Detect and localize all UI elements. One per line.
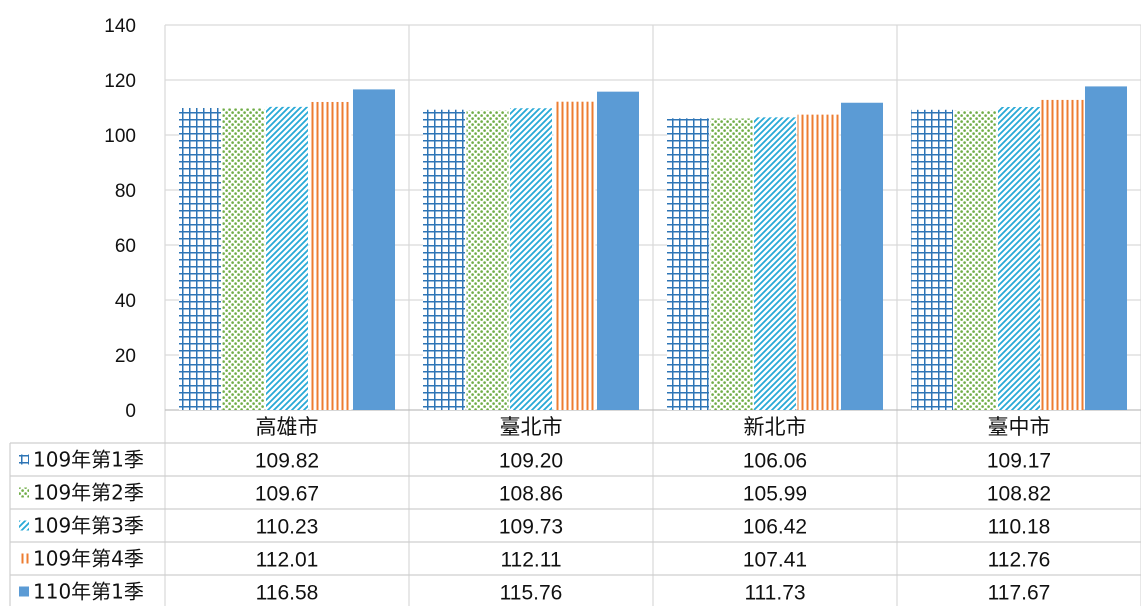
bar — [597, 91, 639, 410]
data-label: 109.17 — [987, 450, 1051, 473]
bar — [754, 117, 796, 410]
data-label: 108.82 — [987, 483, 1051, 506]
y-tick-label: 20 — [115, 346, 136, 367]
y-tick-label: 120 — [104, 71, 136, 92]
bar — [266, 106, 308, 411]
data-label: 105.99 — [743, 483, 807, 506]
bar — [954, 110, 997, 411]
data-label: 109.20 — [499, 450, 563, 473]
y-tick-label: 60 — [115, 236, 136, 257]
bar — [667, 118, 709, 411]
legend-key — [19, 487, 29, 498]
legend-label: 109年第4季 — [33, 547, 144, 571]
data-label: 116.58 — [256, 582, 319, 605]
y-tick-label: 140 — [104, 16, 136, 37]
data-table: 高雄市 臺北市 新北市 臺中市 109年第1季 109.82 109.20 106.06 109… — [9, 415, 1141, 606]
bar — [911, 109, 953, 410]
data-label: 108.86 — [499, 483, 563, 506]
bar — [1085, 86, 1127, 410]
y-tick-label: 40 — [115, 291, 136, 312]
data-label: 110.18 — [988, 516, 1051, 539]
data-label: 109.67 — [255, 483, 319, 506]
data-label: 109.73 — [499, 516, 563, 539]
bar — [423, 109, 465, 410]
data-label: 111.73 — [744, 582, 805, 605]
data-label: 109.82 — [255, 450, 319, 473]
bars — [179, 86, 1127, 411]
category-label: 臺北市 — [500, 415, 563, 439]
y-tick-label: 80 — [115, 181, 136, 202]
legend-label: 109年第3季 — [33, 514, 144, 538]
data-label: 107.41 — [743, 549, 807, 572]
data-label: 106.06 — [743, 450, 807, 473]
bar — [353, 89, 395, 410]
category-label: 新北市 — [744, 415, 807, 439]
bar — [797, 114, 840, 410]
bar — [1041, 99, 1084, 410]
legend-label: 109年第1季 — [33, 448, 144, 472]
bar — [841, 102, 883, 411]
bar — [510, 108, 552, 411]
bar — [553, 101, 596, 410]
bar — [466, 110, 509, 410]
bar — [179, 107, 221, 411]
category-label: 高雄市 — [256, 415, 319, 439]
legend-key — [19, 520, 29, 531]
data-label: 115.76 — [500, 582, 563, 605]
bar — [309, 101, 352, 410]
category-label: 臺中市 — [988, 415, 1051, 439]
data-label: 110.23 — [256, 516, 319, 539]
y-axis: 0 20 40 60 80 100 120 140 — [104, 16, 136, 422]
bar — [222, 108, 265, 410]
data-label: 112.11 — [500, 549, 561, 572]
legend-key — [19, 454, 29, 465]
data-label: 106.42 — [743, 516, 807, 539]
bar — [710, 118, 753, 410]
legend-key — [19, 586, 29, 597]
data-label: 112.01 — [256, 549, 319, 572]
bar — [998, 107, 1040, 410]
legend-label: 109年第2季 — [33, 481, 144, 505]
data-label: 112.76 — [988, 549, 1051, 572]
legend-label: 110年第1季 — [33, 580, 144, 604]
legend-key — [19, 553, 29, 564]
y-tick-label: 100 — [104, 126, 136, 147]
data-label: 117.67 — [988, 582, 1051, 605]
y-tick-label: 0 — [125, 401, 136, 422]
